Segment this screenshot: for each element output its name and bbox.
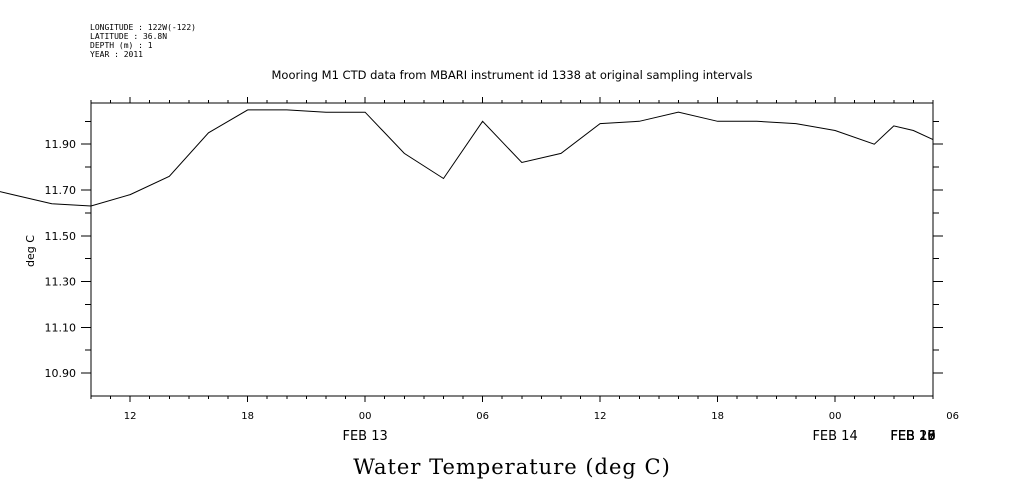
x-hour-tick-label: 18 [711,411,724,422]
y-tick-label: 10.90 [45,367,77,380]
y-tick-label: 11.50 [45,230,77,243]
x-day-label: FEB 20 [890,429,935,444]
y-tick-label: 11.10 [45,321,77,334]
x-hour-tick-label: 00 [359,411,372,422]
x-axis-label: Water Temperature (deg C) [353,455,671,479]
x-hour-tick-label: 00 [829,411,842,422]
latitude-text: LATITUDE : 36.8N [90,32,167,41]
x-day-label: FEB 19 [890,429,935,444]
chart-title: Mooring M1 CTD data from MBARI instrumen… [272,68,753,82]
metadata-block: LONGITUDE : 122W(-122) LATITUDE : 36.8N … [90,23,196,59]
y-tick-label: 11.30 [45,276,77,289]
plot-frame [90,102,934,397]
x-day-label: FEB 18 [890,429,935,444]
plot-area: 1218000612180006121800061218000612180006… [0,97,959,444]
x-hour-tick-label: 06 [476,411,489,422]
y-tick-label: 11.70 [45,184,77,197]
y-tick-label: 11.90 [45,138,77,151]
year-text: YEAR : 2011 [90,50,143,59]
depth-text: DEPTH (m) : 1 [90,41,153,50]
x-hour-tick-label: 18 [241,411,254,422]
x-hour-tick-label: 12 [124,411,137,422]
x-day-label: FEB 16 [890,429,935,444]
longitude-text: LONGITUDE : 122W(-122) [90,23,196,32]
x-day-label: FEB 14 [812,429,857,444]
x-hour-tick-label: 12 [594,411,607,422]
x-hour-tick-label: 06 [946,411,959,422]
x-day-label: FEB 15 [890,429,935,444]
temperature-series-line [0,109,934,207]
x-day-label: FEB 13 [342,429,387,444]
x-day-label: FEB 17 [890,429,935,444]
y-axis-label: deg C [24,235,37,267]
